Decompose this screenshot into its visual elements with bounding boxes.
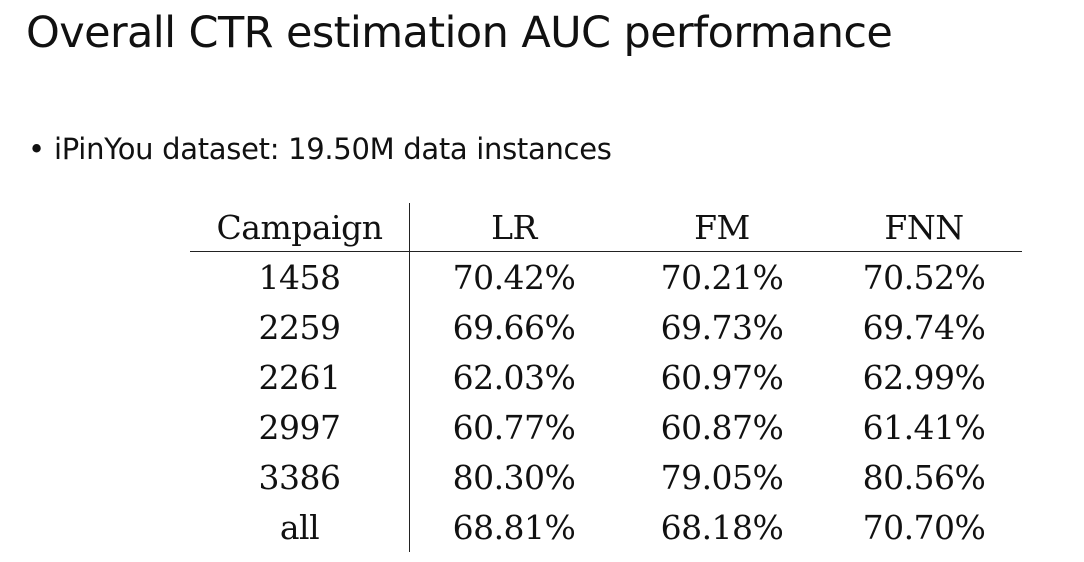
table-row: 2259 69.66% 69.73% 69.74%	[190, 302, 1022, 352]
lr-cell: 60.77%	[452, 407, 576, 447]
campaign-cell: 2997	[190, 402, 410, 452]
header-fm: FM	[618, 203, 826, 252]
bullet-item: • iPinYou dataset: 19.50M data instances	[28, 132, 612, 167]
auc-results-table: Campaign LR FM FNN 1458 70.42% 70.21% 70…	[190, 203, 1022, 552]
campaign-cell: 2261	[190, 352, 410, 402]
campaign-cell: 1458	[190, 251, 410, 302]
table-row: 1458 70.42% 70.21% 70.52%	[190, 251, 1022, 302]
table-row: 2261 62.03% 60.97% 62.99%	[190, 352, 1022, 402]
fm-cell: 60.97%	[660, 357, 784, 397]
bullet-text: iPinYou dataset: 19.50M data instances	[54, 132, 612, 166]
fm-cell: 79.05%	[660, 457, 784, 497]
campaign-cell: all	[190, 502, 410, 552]
fnn-cell: 69.74%	[862, 307, 986, 347]
table-header-row: Campaign LR FM FNN	[190, 203, 1022, 252]
bullet-point: •	[28, 132, 45, 166]
campaign-cell: 3386	[190, 452, 410, 502]
fnn-cell: 62.99%	[862, 357, 986, 397]
table-row: all 68.81% 68.18% 70.70%	[190, 502, 1022, 552]
fm-cell: 69.73%	[660, 307, 784, 347]
fm-cell: 60.87%	[660, 407, 784, 447]
lr-cell: 69.66%	[452, 307, 576, 347]
header-lr: LR	[409, 203, 618, 252]
header-campaign: Campaign	[190, 203, 410, 252]
fnn-cell: 61.41%	[862, 407, 986, 447]
campaign-cell: 2259	[190, 302, 410, 352]
fnn-cell: 80.56%	[862, 457, 986, 497]
lr-cell: 62.03%	[452, 357, 576, 397]
lr-cell: 80.30%	[452, 457, 576, 497]
header-fnn: FNN	[826, 203, 1022, 252]
fnn-cell: 70.52%	[862, 257, 986, 297]
lr-cell: 70.42%	[452, 257, 576, 297]
fm-cell: 70.21%	[660, 257, 784, 297]
slide-title: Overall CTR estimation AUC performance	[26, 8, 893, 58]
lr-cell: 68.81%	[452, 507, 576, 547]
table-row: 2997 60.77% 60.87% 61.41%	[190, 402, 1022, 452]
fm-cell: 68.18%	[660, 507, 784, 547]
fnn-cell: 70.70%	[862, 507, 986, 547]
table-row: 3386 80.30% 79.05% 80.56%	[190, 452, 1022, 502]
